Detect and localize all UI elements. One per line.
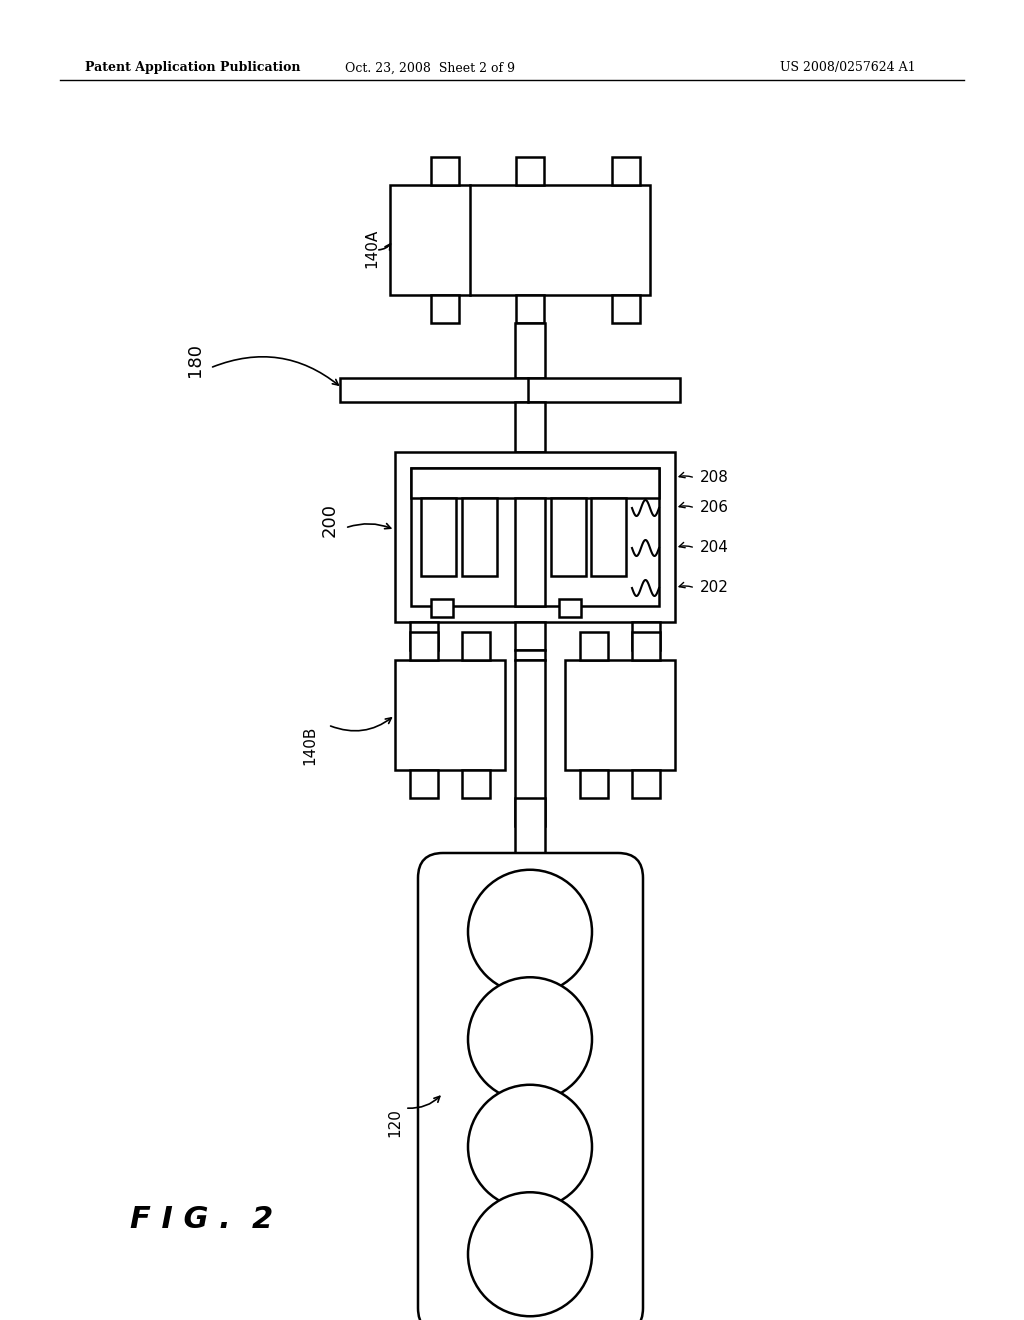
Bar <box>462 498 497 576</box>
Bar <box>632 632 660 660</box>
Bar <box>515 649 545 660</box>
Circle shape <box>468 977 592 1101</box>
Bar <box>462 770 490 799</box>
Bar <box>431 294 459 323</box>
Bar <box>395 660 505 770</box>
Bar <box>559 599 581 616</box>
Bar <box>515 622 545 649</box>
Bar <box>580 770 608 799</box>
Text: 206: 206 <box>700 500 729 516</box>
FancyBboxPatch shape <box>418 853 643 1320</box>
Text: Patent Application Publication: Patent Application Publication <box>85 62 300 74</box>
Bar <box>410 770 438 799</box>
Bar <box>411 469 659 606</box>
Bar <box>410 632 438 660</box>
Text: 202: 202 <box>700 581 729 595</box>
Circle shape <box>468 1192 592 1316</box>
Bar <box>515 323 545 378</box>
Bar <box>632 622 660 649</box>
Text: 200: 200 <box>321 503 339 537</box>
Bar <box>591 498 626 576</box>
Bar <box>411 469 659 498</box>
Bar <box>515 660 545 826</box>
Bar <box>395 451 675 622</box>
Text: Oct. 23, 2008  Sheet 2 of 9: Oct. 23, 2008 Sheet 2 of 9 <box>345 62 515 74</box>
Bar <box>580 632 608 660</box>
Text: 120: 120 <box>387 1109 402 1138</box>
Bar <box>612 157 640 185</box>
Bar <box>515 403 545 451</box>
Bar <box>431 157 459 185</box>
Bar <box>565 660 675 770</box>
Bar <box>462 632 490 660</box>
Bar <box>340 378 680 403</box>
Bar <box>421 498 456 576</box>
Text: 208: 208 <box>700 470 729 486</box>
Text: 140A: 140A <box>365 228 380 268</box>
Bar <box>551 498 586 576</box>
Bar <box>516 157 544 185</box>
Bar <box>390 185 650 294</box>
Bar <box>612 294 640 323</box>
Text: 140B: 140B <box>302 725 317 764</box>
Text: US 2008/0257624 A1: US 2008/0257624 A1 <box>780 62 915 74</box>
Bar <box>410 622 438 649</box>
Circle shape <box>468 1085 592 1209</box>
Circle shape <box>468 870 592 994</box>
Bar <box>431 599 453 616</box>
Bar <box>515 799 545 878</box>
Text: 180: 180 <box>186 343 204 378</box>
Text: 204: 204 <box>700 540 729 556</box>
Bar <box>516 294 544 323</box>
Text: F I G .  2: F I G . 2 <box>130 1205 273 1234</box>
Bar <box>632 770 660 799</box>
Bar <box>515 498 545 606</box>
